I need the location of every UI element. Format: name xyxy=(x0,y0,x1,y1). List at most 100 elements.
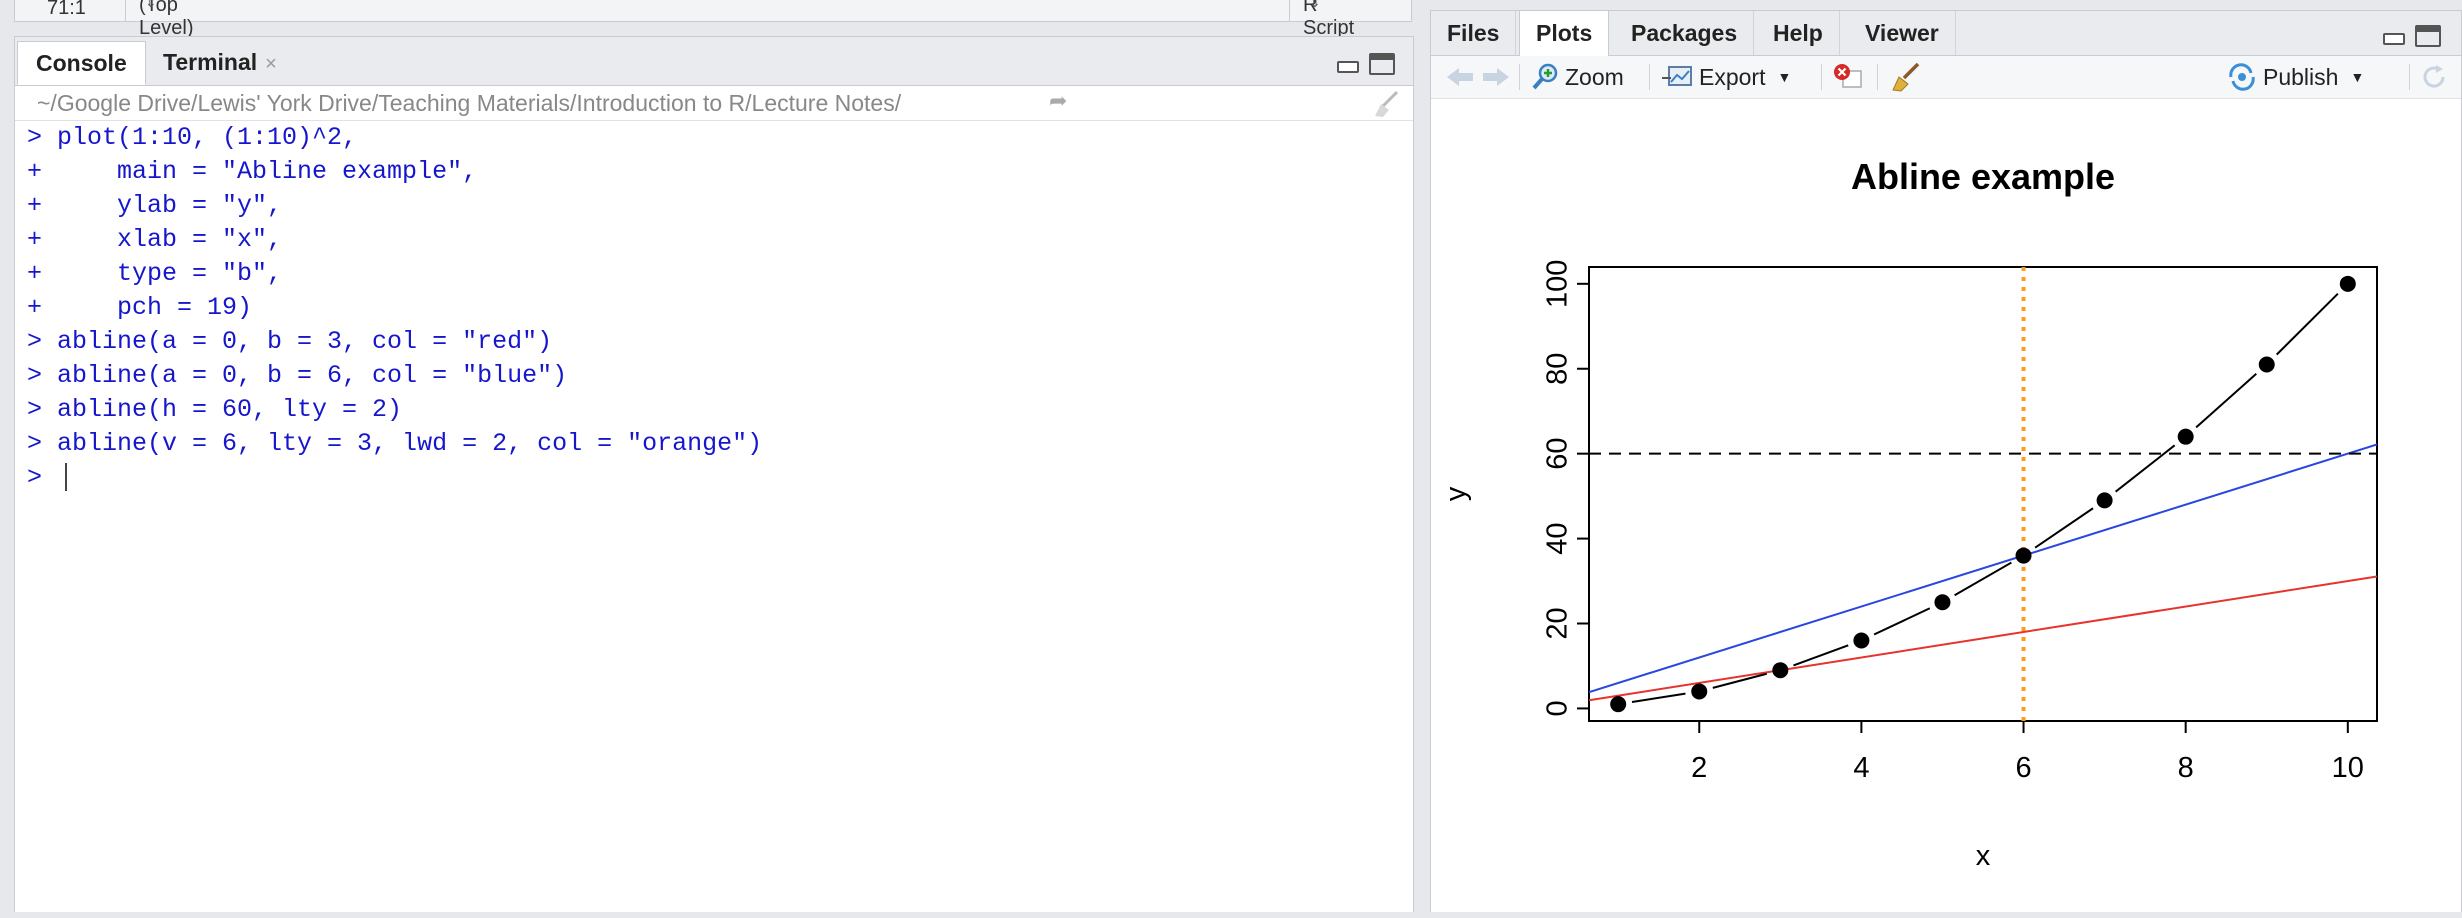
export-menu[interactable]: Export ▼ xyxy=(1661,56,1791,98)
y-tick-label: 0 xyxy=(1542,700,1574,716)
series-segment xyxy=(2275,292,2339,356)
forward-arrow-icon xyxy=(1483,68,1509,86)
x-tick-label: 10 xyxy=(2332,752,2364,784)
go-to-directory-icon[interactable]: ➦ xyxy=(1049,88,1068,113)
data-point xyxy=(2339,275,2356,292)
refresh-icon xyxy=(2423,65,2445,88)
remove-plot-button[interactable] xyxy=(1833,56,1865,98)
tab-terminal[interactable]: Terminal × xyxy=(145,41,295,85)
x-tick-label: 4 xyxy=(1853,752,1869,784)
x-tick-label: 8 xyxy=(2178,752,2194,784)
tab-help[interactable]: Help xyxy=(1757,11,1840,55)
console-pane: Console Terminal × ~/Google Drive/Lewis' … xyxy=(14,36,1414,912)
plots-tabbar: Files Plots Packages Help Viewer xyxy=(1431,11,2461,56)
tab-viewer[interactable]: Viewer xyxy=(1849,11,1956,55)
export-icon xyxy=(1662,66,1692,86)
data-point xyxy=(1691,683,1708,700)
editor-status-bar: 71:1 (Top Level) ⇕ R Script ⇕ xyxy=(14,0,1412,39)
scope-label: (Top Level) xyxy=(139,0,194,39)
tab-label: Viewer xyxy=(1865,20,1939,46)
console-output[interactable]: > plot(1:10, (1:10)^2, + main = "Abline … xyxy=(15,121,1413,912)
divider xyxy=(1877,64,1878,90)
console-prompt-line[interactable]: > xyxy=(27,461,68,495)
export-label: Export xyxy=(1699,63,1766,90)
zoom-label: Zoom xyxy=(1565,63,1624,90)
tab-label: Files xyxy=(1447,20,1500,46)
abline-slope xyxy=(1589,575,2377,702)
close-icon[interactable]: × xyxy=(265,53,277,75)
tab-packages[interactable]: Packages xyxy=(1615,11,1755,55)
plot-area: Abline example x y 2 4 6 8 10 0 20 40 60 80 100 xyxy=(1431,99,2461,912)
console-prompt: > xyxy=(27,463,58,492)
console-tabbar: Console Terminal × xyxy=(15,37,1413,86)
working-directory-bar: ~/Google Drive/Lewis' York Drive/Teachin… xyxy=(15,86,1413,121)
console-line: > abline(a = 0, b = 3, col = "red") xyxy=(27,327,553,356)
plot-frame xyxy=(1588,266,2378,722)
console-line: > abline(a = 0, b = 6, col = "blue") xyxy=(27,361,568,390)
back-button[interactable] xyxy=(1445,56,1475,98)
window-controls xyxy=(1335,53,1395,75)
minimize-icon[interactable] xyxy=(1335,53,1361,75)
ablines-group xyxy=(1589,267,2377,721)
minimize-icon[interactable] xyxy=(2381,25,2407,47)
y-tick-label: 80 xyxy=(1542,353,1574,385)
window-controls xyxy=(2381,25,2441,47)
file-type-label: R Script xyxy=(1303,0,1355,39)
series-segment xyxy=(1631,692,1686,703)
remove-plot-icon xyxy=(1834,64,1862,88)
divider xyxy=(1289,0,1290,22)
console-line: + type = "b", xyxy=(27,259,283,288)
broom-icon[interactable] xyxy=(1371,90,1401,124)
series-segment xyxy=(2114,444,2176,493)
data-point xyxy=(1934,594,1951,611)
y-axis-label: y xyxy=(1440,486,1472,501)
series-segment xyxy=(1873,607,1931,636)
data-point xyxy=(1610,696,1627,713)
console-line: > plot(1:10, (1:10)^2, xyxy=(27,123,358,152)
data-point xyxy=(2177,428,2194,445)
plots-toolbar: Zoom Export ▼ Publish ▼ xyxy=(1431,56,2461,99)
zoom-button[interactable]: Zoom xyxy=(1531,56,1624,98)
series-segment xyxy=(2195,373,2257,429)
clear-all-plots-button[interactable] xyxy=(1889,56,1921,98)
tab-console[interactable]: Console xyxy=(17,41,146,85)
data-point xyxy=(1772,662,1789,679)
chevron-down-icon: ▼ xyxy=(1777,69,1792,85)
plots-pane: Files Plots Packages Help Viewer Zoom Ex… xyxy=(1430,10,2462,912)
y-tick-label: 40 xyxy=(1542,522,1574,554)
refresh-button[interactable] xyxy=(2419,56,2449,98)
series-segment xyxy=(1954,561,2012,597)
maximize-icon[interactable] xyxy=(2415,25,2441,47)
publish-icon xyxy=(2229,63,2255,91)
tab-files[interactable]: Files xyxy=(1431,11,1517,55)
cursor-position: 71:1 xyxy=(47,0,86,19)
x-tick-label: 6 xyxy=(2015,752,2031,784)
series-segment xyxy=(1793,644,1849,667)
console-line: + main = "Abline example", xyxy=(27,157,478,186)
console-line: > abline(h = 60, lty = 2) xyxy=(27,395,403,424)
data-point xyxy=(2015,547,2032,564)
x-tick-label: 2 xyxy=(1691,752,1707,784)
chevron-down-icon: ▼ xyxy=(2350,69,2365,85)
publish-menu[interactable]: Publish ▼ xyxy=(2227,56,2364,98)
console-line: + pch = 19) xyxy=(27,293,253,322)
back-arrow-icon xyxy=(1447,68,1473,86)
maximize-icon[interactable] xyxy=(1369,53,1395,75)
tab-label: Help xyxy=(1773,20,1823,46)
data-point xyxy=(2258,356,2275,373)
tab-label: Terminal xyxy=(163,49,258,75)
abline-slope xyxy=(1589,443,2377,694)
zoom-icon xyxy=(1532,63,1558,90)
forward-button[interactable] xyxy=(1481,56,1511,98)
divider xyxy=(125,0,126,22)
console-line: + xlab = "x", xyxy=(27,225,283,254)
updown-icon: ⇕ xyxy=(1309,0,1321,10)
tab-label: Packages xyxy=(1631,20,1738,46)
y-tick-label: 60 xyxy=(1542,438,1574,470)
divider xyxy=(1649,64,1650,90)
divider xyxy=(1519,64,1520,90)
console-line: > abline(v = 6, lty = 3, lwd = 2, col = … xyxy=(27,429,763,458)
tab-plots[interactable]: Plots xyxy=(1519,11,1610,56)
